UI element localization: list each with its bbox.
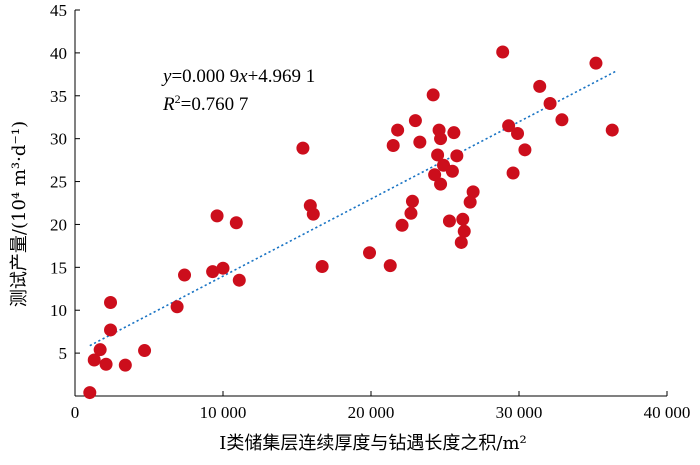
data-point <box>506 166 520 180</box>
equation-intercept: +4.969 1 <box>248 66 316 87</box>
equation-coefficient: =0.000 9 <box>171 66 239 87</box>
data-point <box>457 224 471 238</box>
data-point <box>408 114 422 128</box>
data-point <box>118 358 132 372</box>
data-point <box>426 88 440 102</box>
equation-x-var: x <box>238 66 248 87</box>
data-point <box>431 148 445 162</box>
x-tick-label: 40 000 <box>644 403 691 422</box>
data-point <box>450 149 464 163</box>
data-point <box>206 265 220 279</box>
data-point <box>445 164 459 178</box>
equation-label: y=0.000 9x+4.969 1 <box>161 66 315 87</box>
x-axis-title: Ⅰ类储集层连续厚度与钻遇长度之积/m² <box>219 433 526 454</box>
data-point <box>589 56 603 70</box>
data-point <box>405 194 419 208</box>
data-point <box>363 246 377 260</box>
y-tick-label: 35 <box>50 87 67 106</box>
data-point <box>428 168 442 182</box>
data-point <box>442 214 456 228</box>
data-point <box>511 127 525 141</box>
r-squared-label: R2=0.760 7 <box>162 92 248 115</box>
axes: 0 10 000 20 000 30 000 40 000 5 10 15 20 25 30 35 4… <box>50 1 690 422</box>
x-tick-label: 10 000 <box>200 403 247 422</box>
data-point <box>454 235 468 249</box>
data-point <box>434 177 448 191</box>
data-point <box>104 323 118 337</box>
data-point <box>413 135 427 149</box>
data-point <box>232 273 246 287</box>
data-point <box>404 206 418 220</box>
data-point <box>555 113 569 127</box>
data-point <box>533 79 547 93</box>
y-tick-label: 10 <box>50 301 67 320</box>
y-tick-label: 20 <box>50 215 67 234</box>
data-point <box>447 126 461 140</box>
data-point <box>518 143 532 157</box>
x-ticks: 0 10 000 20 000 30 000 40 000 <box>71 391 691 422</box>
data-point <box>605 123 619 137</box>
data-point <box>104 296 118 310</box>
data-points <box>83 45 619 400</box>
data-point <box>315 259 329 273</box>
data-point <box>306 207 320 221</box>
data-point <box>502 119 516 133</box>
data-point <box>170 300 184 314</box>
data-point <box>216 261 230 275</box>
data-point <box>83 386 97 400</box>
data-point <box>93 343 107 357</box>
data-point <box>138 344 152 358</box>
data-point <box>178 268 192 282</box>
y-tick-label: 15 <box>50 258 67 277</box>
data-point <box>395 218 409 232</box>
data-point <box>391 123 405 137</box>
data-point <box>456 212 470 226</box>
data-point <box>383 259 397 273</box>
data-point <box>296 141 310 155</box>
r-squared-value: =0.760 7 <box>181 94 249 115</box>
x-tick-label: 20 000 <box>348 403 395 422</box>
y-tick-label: 25 <box>50 173 67 192</box>
data-point <box>463 195 477 209</box>
data-point <box>99 357 113 371</box>
r-squared-exponent: 2 <box>175 92 181 106</box>
r-squared-symbol: R <box>162 94 175 115</box>
y-tick-label: 30 <box>50 130 67 149</box>
y-axis-title: 测试产量/(10⁴ m³·d⁻¹) <box>9 121 30 307</box>
data-point <box>87 353 101 367</box>
y-ticks: 5 10 15 20 25 30 35 40 45 <box>50 1 80 363</box>
data-point <box>434 132 448 146</box>
data-point <box>386 139 400 153</box>
data-point <box>210 209 224 223</box>
y-tick-label: 40 <box>50 44 67 63</box>
x-tick-label: 0 <box>71 403 80 422</box>
data-point <box>496 45 510 59</box>
y-tick-label: 5 <box>59 344 68 363</box>
y-tick-label: 45 <box>50 1 67 20</box>
data-point <box>543 96 557 110</box>
data-point <box>466 185 480 199</box>
equation-y-var: y <box>161 66 172 87</box>
x-tick-label: 30 000 <box>496 403 543 422</box>
data-point <box>229 216 243 230</box>
